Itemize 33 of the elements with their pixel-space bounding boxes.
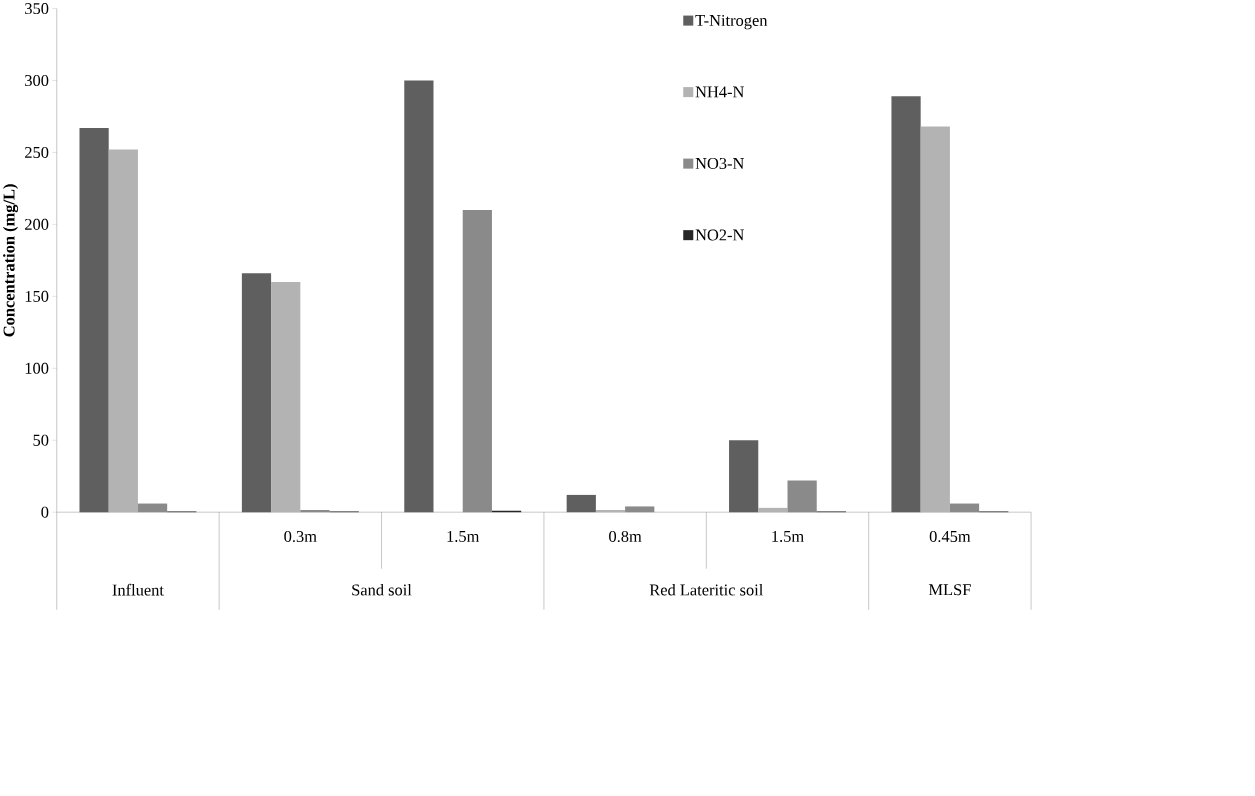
y-tick-label: 150 (25, 290, 49, 303)
y-tick-label: 300 (25, 75, 49, 87)
text: Red Lateritic soil (649, 584, 763, 596)
bar (462, 210, 492, 513)
legend-label: NH4-N (695, 86, 744, 98)
text: Sand soil (352, 584, 412, 596)
bar (787, 480, 817, 513)
y-tick-label: 250 (25, 147, 49, 159)
legend-label: T-Nitrogen (695, 15, 768, 30)
x-tick-label: 0.45m (929, 531, 971, 543)
bar (300, 510, 330, 513)
x-tick-label: 0.3m (284, 531, 317, 543)
legend-label: NO3-N (695, 158, 744, 170)
y-tick-label: 0 (41, 506, 49, 518)
text: MLSF (928, 584, 971, 596)
bar (758, 508, 788, 513)
y-tick-label: 100 (25, 362, 49, 374)
bar (920, 126, 950, 513)
x-tick-label: 0.8m (609, 531, 642, 543)
bar (595, 510, 626, 513)
y-tick-label: 350 (25, 3, 49, 15)
y-tick-label: 50 (33, 434, 49, 446)
y-axis-title: Concentration (mg/L) (3, 184, 19, 337)
text: Influent (112, 584, 164, 596)
bar (949, 503, 980, 513)
legend-label: NO2-N (695, 229, 744, 241)
x-tick-label: 1.5m (772, 531, 804, 543)
bar (108, 149, 138, 513)
bar (137, 503, 168, 513)
bar (625, 506, 655, 513)
y-tick-label: 200 (25, 219, 49, 231)
bar (271, 282, 301, 513)
x-tick-label: 1.5m (447, 531, 480, 543)
